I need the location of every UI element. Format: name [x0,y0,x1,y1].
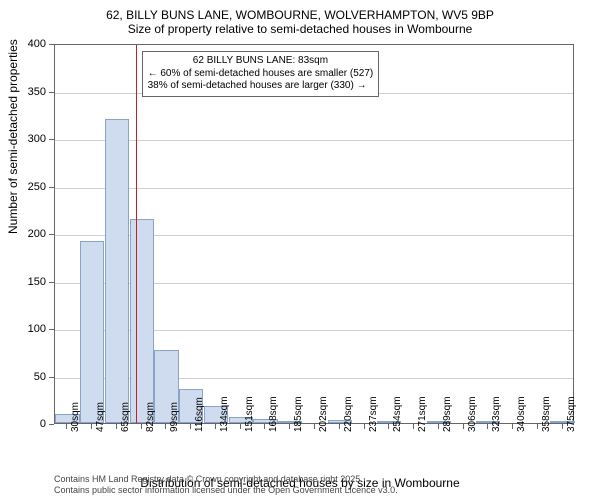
chart-title-block: 62, BILLY BUNS LANE, WOMBOURNE, WOLVERHA… [0,0,600,40]
x-tick-mark [66,424,67,429]
x-tick-mark [413,424,414,429]
x-tick-label: 358sqm [541,396,552,432]
y-tick-mark [49,92,54,93]
x-tick-mark [339,424,340,429]
y-tick-mark [49,282,54,283]
x-tick-mark [264,424,265,429]
y-tick-mark [49,329,54,330]
x-tick-label: 237sqm [368,396,379,432]
grid-line [55,140,573,141]
y-tick-label: 200 [6,228,46,240]
x-tick-mark [388,424,389,429]
x-tick-label: 202sqm [318,396,329,432]
x-tick-mark [438,424,439,429]
y-tick-mark [49,424,54,425]
y-tick-mark [49,377,54,378]
footer-line-2: Contains public sector information licen… [54,485,398,496]
x-tick-mark [116,424,117,429]
x-tick-mark [190,424,191,429]
footer-attribution: Contains HM Land Registry data © Crown c… [54,474,398,497]
x-tick-mark [537,424,538,429]
x-tick-label: 185sqm [293,396,304,432]
x-tick-mark [463,424,464,429]
x-tick-mark [512,424,513,429]
x-tick-label: 99sqm [169,402,180,432]
x-tick-mark [289,424,290,429]
histogram-bar [80,241,104,423]
plot-wrap: 62 BILLY BUNS LANE: 83sqm← 60% of semi-d… [54,44,574,424]
x-tick-label: 151sqm [244,396,255,432]
x-tick-label: 254sqm [392,396,403,432]
annotation-box: 62 BILLY BUNS LANE: 83sqm← 60% of semi-d… [142,51,380,97]
x-tick-label: 323sqm [491,396,502,432]
histogram-bar [105,119,129,423]
reference-line [136,45,137,423]
x-tick-mark [314,424,315,429]
y-tick-mark [49,187,54,188]
y-tick-label: 300 [6,133,46,145]
y-tick-label: 250 [6,181,46,193]
y-tick-mark [49,139,54,140]
histogram-bar [130,219,154,423]
y-tick-label: 400 [6,38,46,50]
x-tick-mark [364,424,365,429]
x-tick-label: 82sqm [145,402,156,432]
y-tick-label: 100 [6,323,46,335]
plot-area: 62 BILLY BUNS LANE: 83sqm← 60% of semi-d… [54,44,574,424]
x-tick-label: 116sqm [194,397,205,432]
footer-line-1: Contains HM Land Registry data © Crown c… [54,474,398,485]
x-tick-mark [487,424,488,429]
x-tick-label: 289sqm [442,396,453,432]
x-tick-mark [562,424,563,429]
annotation-line: 38% of semi-detached houses are larger (… [148,80,374,93]
x-tick-mark [91,424,92,429]
x-tick-mark [165,424,166,429]
x-tick-mark [141,424,142,429]
y-tick-label: 50 [6,371,46,383]
x-tick-label: 30sqm [70,402,81,432]
y-tick-mark [49,234,54,235]
annotation-line: 62 BILLY BUNS LANE: 83sqm [148,55,374,68]
x-tick-mark [240,424,241,429]
annotation-line: ← 60% of semi-detached houses are smalle… [148,68,374,81]
x-tick-label: 65sqm [120,402,131,432]
x-tick-label: 306sqm [467,396,478,432]
x-tick-label: 375sqm [566,396,577,432]
chart-container: 62, BILLY BUNS LANE, WOMBOURNE, WOLVERHA… [0,0,600,500]
title-line-2: Size of property relative to semi-detach… [0,22,600,36]
y-tick-label: 350 [6,86,46,98]
title-line-1: 62, BILLY BUNS LANE, WOMBOURNE, WOLVERHA… [0,8,600,22]
y-tick-label: 150 [6,276,46,288]
x-tick-mark [215,424,216,429]
x-tick-label: 271sqm [417,396,428,432]
x-tick-label: 47sqm [95,402,106,432]
grid-line [55,188,573,189]
y-tick-label: 0 [6,418,46,430]
x-tick-label: 220sqm [343,396,354,432]
x-tick-label: 168sqm [268,396,279,432]
x-tick-label: 134sqm [219,396,230,432]
x-tick-label: 340sqm [516,396,527,432]
y-tick-mark [49,44,54,45]
